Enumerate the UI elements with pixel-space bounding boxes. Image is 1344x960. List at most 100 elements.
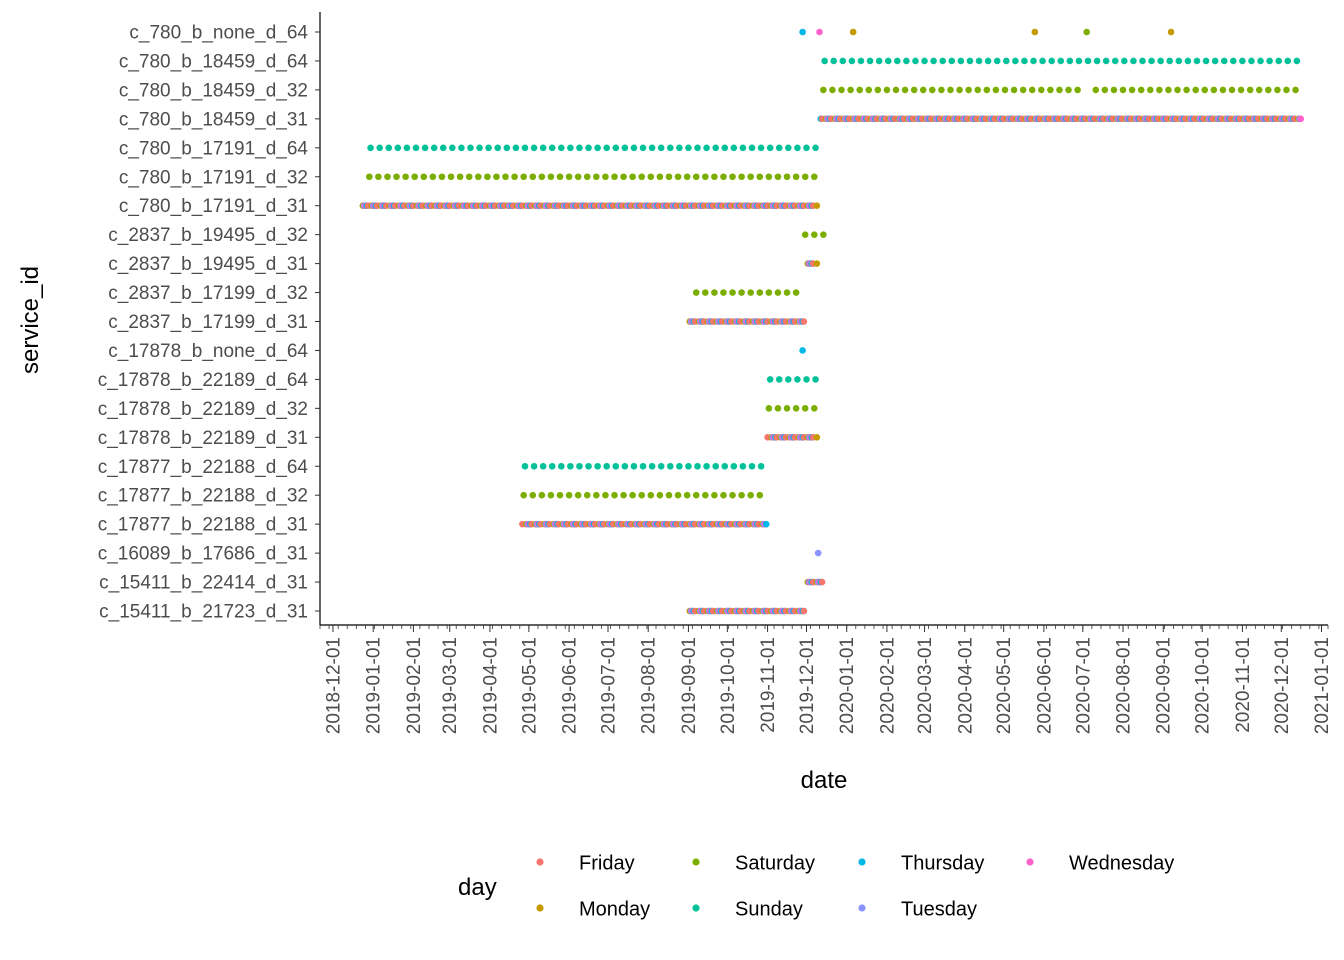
- legend-title: day: [458, 874, 497, 901]
- data-point: [467, 144, 474, 152]
- data-point: [1019, 86, 1027, 94]
- y-axis: c_780_b_none_d_64 c_780_b_18459_d_64 c_780…: [98, 12, 321, 625]
- x-tick-label: 2019-06-01: [560, 637, 581, 734]
- data-point: [821, 57, 828, 65]
- data-point: [813, 260, 821, 267]
- data-point: [1002, 57, 1010, 65]
- data-point: [1284, 57, 1292, 65]
- y-tick-label: c_2837_b_19495_d_32: [108, 225, 308, 246]
- data-point: [856, 86, 863, 94]
- x-tick-label: 2020-03-01: [915, 637, 936, 734]
- data-point: [1246, 86, 1254, 94]
- data-point: [857, 57, 865, 65]
- data-point: [993, 57, 1001, 65]
- y-tick-label: c_780_b_18459_d_32: [119, 80, 308, 101]
- data-point: [1219, 86, 1227, 94]
- data-point: [511, 173, 518, 181]
- data-point: [812, 144, 819, 152]
- data-point: [810, 231, 818, 238]
- data-point: [785, 144, 792, 152]
- data-point: [665, 173, 673, 181]
- y-tick-label: c_15411_b_22414_d_31: [99, 573, 308, 594]
- data-point: [1119, 86, 1127, 94]
- data-point: [747, 491, 754, 499]
- data-point: [602, 491, 609, 499]
- data-point: [1074, 86, 1081, 94]
- x-tick-label: 2019-07-01: [599, 637, 620, 734]
- data-point: [783, 173, 791, 181]
- data-point: [657, 144, 665, 152]
- data-point: [1038, 86, 1045, 94]
- data-point: [456, 173, 464, 181]
- data-point: [820, 231, 827, 238]
- data-point: [558, 462, 565, 470]
- data-point: [792, 173, 800, 181]
- data-point: [620, 491, 627, 499]
- data-point: [1057, 57, 1065, 65]
- legend-label: Friday: [579, 853, 635, 875]
- data-point: [1210, 86, 1218, 94]
- x-tick-label: 2020-07-01: [1073, 637, 1094, 734]
- data-point: [1175, 57, 1183, 65]
- data-point: [1265, 86, 1272, 94]
- data-point: [983, 86, 991, 94]
- data-point: [603, 144, 610, 152]
- data-point: [799, 347, 806, 354]
- data-point: [1075, 57, 1083, 65]
- data-point: [730, 144, 738, 152]
- data-point: [583, 491, 591, 499]
- data-point: [621, 144, 629, 152]
- data-point: [1165, 86, 1172, 94]
- data-point: [657, 462, 665, 470]
- data-point: [1065, 86, 1072, 94]
- data-point: [393, 173, 400, 181]
- data-point: [785, 376, 792, 383]
- data-point: [676, 462, 683, 470]
- data-point: [765, 289, 773, 296]
- data-point: [474, 173, 482, 181]
- data-point: [493, 173, 500, 181]
- data-point: [548, 144, 556, 152]
- data-point: [748, 462, 756, 470]
- data-point: [666, 462, 674, 470]
- data-point: [430, 144, 438, 152]
- data-point: [1257, 57, 1264, 65]
- data-point: [1211, 57, 1219, 65]
- data-point: [1139, 57, 1146, 65]
- data-point: [757, 462, 765, 470]
- data-point: [1083, 28, 1090, 36]
- data-point: [1193, 57, 1201, 65]
- data-point: [602, 173, 609, 181]
- data-point: [647, 491, 655, 499]
- legend-key: [858, 858, 866, 866]
- data-point: [485, 144, 492, 152]
- data-point: [366, 173, 373, 181]
- data-point: [375, 173, 382, 181]
- data-point: [1148, 57, 1155, 65]
- x-tick-label: 2020-09-01: [1154, 637, 1175, 734]
- data-point: [685, 144, 692, 152]
- data-point: [629, 491, 636, 499]
- y-tick-label: c_17878_b_22189_d_64: [98, 370, 309, 391]
- data-point: [803, 376, 810, 383]
- data-point: [385, 144, 393, 152]
- legend-key: [536, 904, 544, 912]
- data-point: [520, 491, 527, 499]
- y-tick-label: c_780_b_18459_d_31: [119, 109, 308, 130]
- x-tick-label: 2019-10-01: [718, 637, 739, 734]
- y-tick-label: c_17877_b_22188_d_32: [98, 486, 308, 507]
- y-tick-label: c_780_b_17191_d_64: [119, 138, 309, 159]
- legend-label: Saturday: [735, 853, 815, 875]
- data-point: [1201, 86, 1209, 94]
- legend-key: [1026, 858, 1034, 866]
- data-point: [721, 462, 729, 470]
- data-point: [757, 144, 765, 152]
- data-point: [547, 491, 555, 499]
- y-tick-label: c_780_b_18459_d_64: [119, 51, 309, 72]
- data-point: [593, 173, 600, 181]
- data-point: [403, 144, 411, 152]
- data-point: [521, 144, 529, 152]
- data-point: [583, 173, 591, 181]
- data-point: [438, 173, 446, 181]
